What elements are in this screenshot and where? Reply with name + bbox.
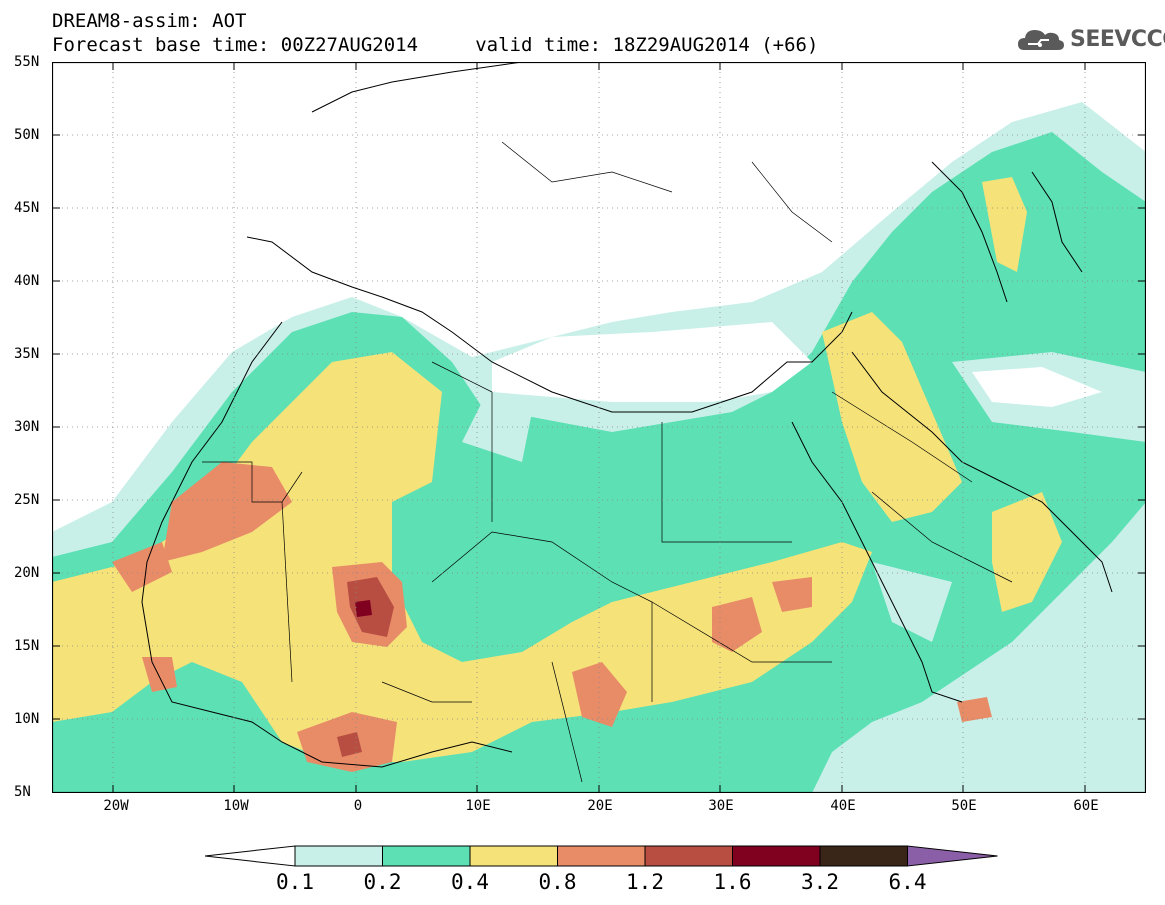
colorbar-level-label: 0.2	[363, 870, 402, 894]
aot-map	[52, 62, 1146, 793]
colorbar-swatch	[469, 845, 558, 867]
cloud-icon	[1018, 30, 1064, 50]
aot-low-area	[462, 402, 532, 462]
colorbar-level-label: 0.8	[538, 870, 577, 894]
lon-label: 20W	[103, 798, 129, 814]
lon-label: 0	[353, 798, 363, 814]
aot-band-0.8-westsahara2	[112, 542, 172, 592]
aot-low-area-horn	[872, 562, 952, 642]
tick-marks	[52, 62, 1146, 793]
colorbar-swatch	[644, 845, 733, 867]
aot-band-1.6-niger	[355, 600, 372, 617]
lat-label: 15N	[14, 638, 40, 654]
colorbar-swatch	[557, 845, 646, 867]
lon-label: 20E	[587, 798, 613, 814]
lat-label: 30N	[14, 419, 40, 435]
aot-band-0.8-guinea	[142, 657, 177, 692]
aot-clear-area	[492, 322, 812, 402]
lat-label: 25N	[14, 492, 40, 508]
coastlines	[141, 62, 1113, 768]
aot-band-0.4-caspian	[982, 177, 1027, 272]
lon-label: 50E	[951, 798, 977, 814]
aot-field	[52, 102, 1146, 793]
lat-label: 50N	[14, 127, 40, 143]
colorbar-level-label: 0.1	[276, 870, 314, 894]
aot-band-0.8-chad	[572, 662, 627, 727]
graticule	[52, 62, 1146, 793]
colorbar-swatch	[294, 845, 383, 867]
aot-band-0.4-oman	[992, 492, 1062, 612]
colorbar-over-triangle	[907, 845, 998, 867]
colorbar-swatch	[382, 845, 471, 867]
colorbar-level-label: 3.2	[801, 870, 839, 894]
lat-label: 55N	[14, 54, 40, 70]
lon-label: 30E	[708, 798, 734, 814]
lat-label: 40N	[14, 273, 40, 289]
lon-label: 60E	[1073, 798, 1099, 814]
lon-label: 10W	[223, 798, 249, 814]
colorbar-level-label: 1.2	[626, 870, 664, 894]
aot-clear-area-east	[972, 367, 1102, 407]
aot-band-0.8-sudan	[712, 597, 762, 652]
aot-band-0.4-sahara	[52, 352, 872, 762]
lat-label: 35N	[14, 346, 40, 362]
seevccc-logo: SEEVCCC	[1016, 22, 1165, 56]
lat-label: 5N	[14, 784, 31, 800]
aot-band-0.8-somalia	[957, 697, 992, 722]
colorbar-level-label: 1.6	[713, 870, 752, 894]
colorbar-swatch	[819, 845, 908, 867]
colorbar-level-label: 6.4	[888, 870, 927, 894]
lat-label: 45N	[14, 200, 40, 216]
colorbar-under-triangle	[205, 845, 296, 867]
colorbar-level-label: 0.4	[451, 870, 489, 894]
map-border	[52, 62, 1146, 793]
logo-text: SEEVCCC	[1070, 26, 1165, 52]
colorbar	[205, 845, 998, 867]
lon-label: 10E	[465, 798, 491, 814]
lat-label: 10N	[14, 711, 40, 727]
aot-band-0.8-westsahara	[162, 462, 292, 562]
map-title: DREAM8-assim: AOT	[52, 10, 247, 32]
aot-band-0.4-arabia	[822, 312, 962, 522]
lon-label: 40E	[830, 798, 856, 814]
lat-label: 20N	[14, 565, 40, 581]
forecast-time-line: Forecast base time: 00Z27AUG2014 valid t…	[52, 34, 819, 56]
country-borders	[202, 141, 1013, 783]
aot-band-0.8-sudan2	[772, 577, 812, 612]
colorbar-swatch	[732, 845, 821, 867]
aot-band-1.2-gulf	[337, 732, 362, 757]
